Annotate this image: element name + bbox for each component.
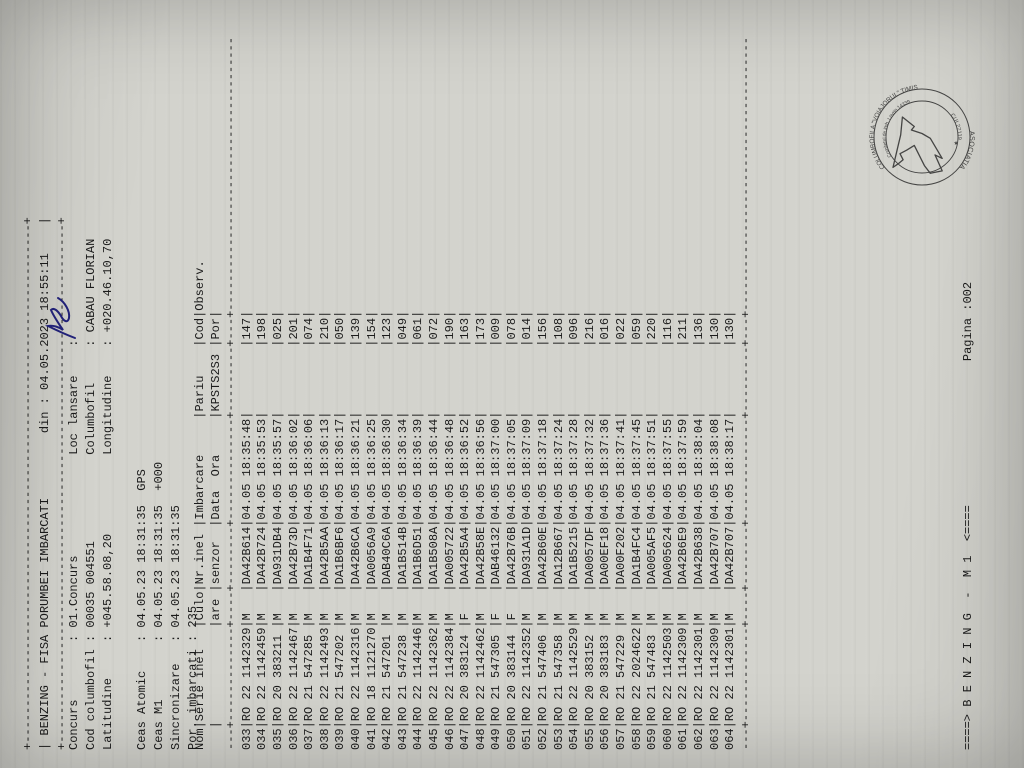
- svg-text:CUI 27119: CUI 27119: [949, 113, 962, 140]
- svg-text:★: ★: [954, 139, 959, 148]
- svg-text:COLUMBOFILA "VOIAJORUL" TIMIS: COLUMBOFILA "VOIAJORUL" TIMIS: [869, 84, 918, 170]
